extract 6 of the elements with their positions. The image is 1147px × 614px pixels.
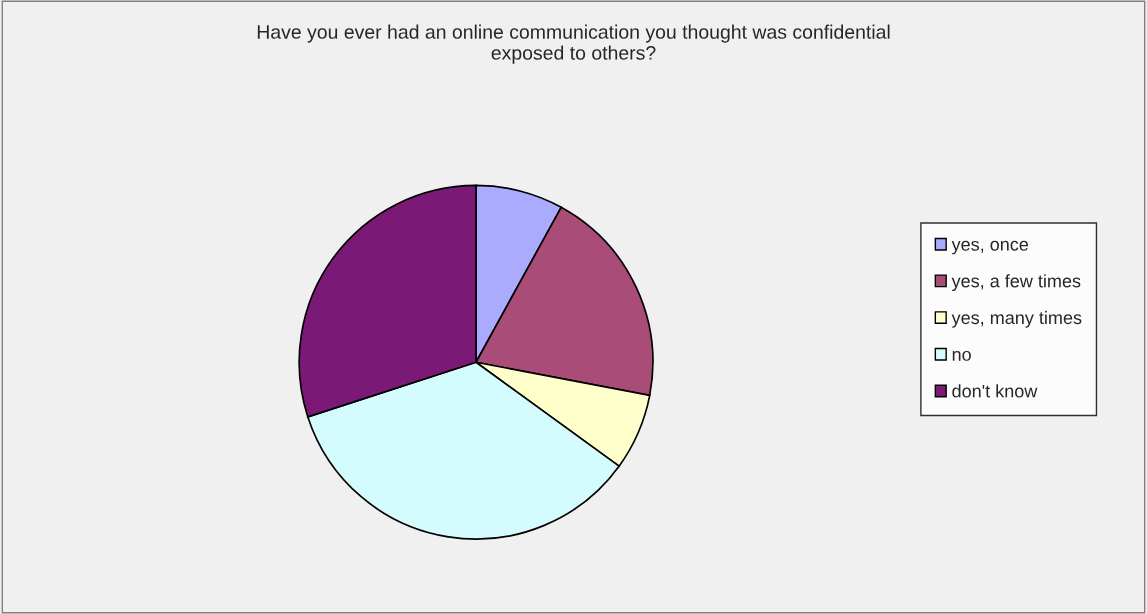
legend-label: no	[952, 350, 971, 361]
legend-label: yes, once	[951, 240, 1029, 255]
legend-label: don't know	[952, 384, 1038, 398]
legend-label: yes, a few times	[951, 274, 1081, 291]
chart-title: Have you ever had an online communication you thought was confidential exposed to others?	[257, 24, 890, 64]
legend-label: yes, many times	[951, 310, 1082, 328]
